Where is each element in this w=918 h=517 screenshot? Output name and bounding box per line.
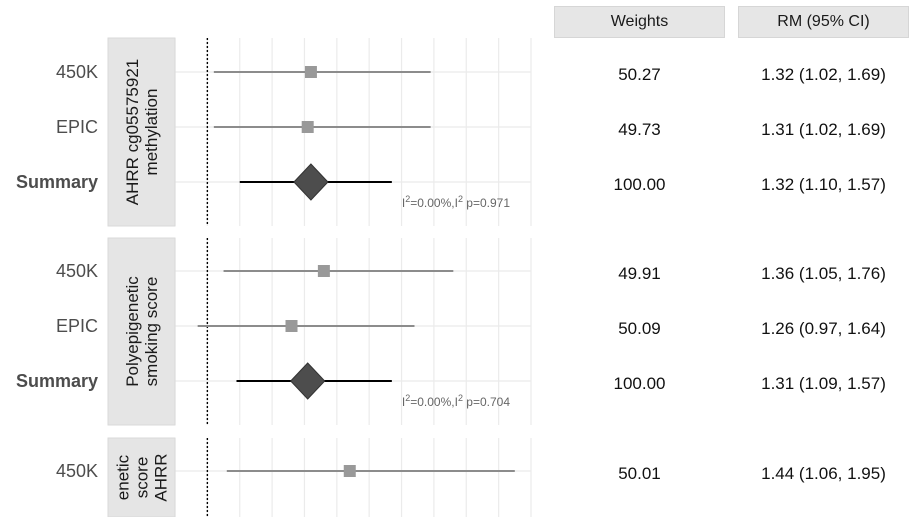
facet-strip-line: methylation [142,89,161,176]
facet-strip [107,237,176,426]
rm-value: 1.31 (1.02, 1.69) [761,120,886,139]
point-estimate [317,265,330,277]
facet-strip-line: enetic [114,454,133,500]
facet-strip-line: AHRR [152,453,171,501]
het-p-value: p=0.704 [463,395,510,409]
rm-value: 1.32 (1.10, 1.57) [761,175,886,194]
weight-value: 100.00 [613,374,666,393]
het-i-letter: I [402,196,405,210]
facet-strip-label: eneticscoreAHRR [114,453,171,501]
het-superscript: 2 [405,393,410,403]
facet-strip [107,37,176,227]
facet-strip-label: AHRR cg05575921methylation [123,59,161,205]
het-superscript: 2 [405,194,410,204]
het-p-value: p=0.971 [463,196,510,210]
rm-value: 1.32 (1.02, 1.69) [761,65,886,84]
point-estimate [304,66,317,78]
weights-column-header: Weights [554,6,725,38]
row-label: 450K [55,261,98,281]
rm-column-header: RM (95% CI) [738,6,909,38]
het-superscript: 2 [458,393,463,403]
het-superscript: 2 [458,194,463,204]
rm-value: 1.31 (1.09, 1.57) [761,374,886,393]
point-estimate [301,121,314,133]
weight-value: 49.91 [618,264,661,283]
facet-strip-line: smoking score [142,277,161,387]
rm-value: 1.44 (1.06, 1.95) [761,464,886,483]
point-estimate [343,465,356,477]
row-label: EPIC [55,117,98,137]
row-label: Summary [15,371,98,391]
heterogeneity-annotation: I2=0.00%,I2 p=0.704 [402,393,510,409]
rm-value: 1.26 (0.97, 1.64) [761,319,886,338]
row-label: 450K [55,62,98,82]
weight-value: 49.73 [618,120,661,139]
point-estimate [285,320,298,332]
het-value: =0.00%,I [410,196,458,210]
summary-diamond [290,362,326,400]
het-i-letter: I [402,395,405,409]
facet-strip-line: score [133,457,152,499]
facet-strip [107,437,176,517]
summary-diamond [293,163,329,201]
row-label: EPIC [55,316,98,336]
het-value: =0.00%,I [410,395,458,409]
weight-value: 50.09 [618,319,661,338]
weight-value: 50.01 [618,464,661,483]
facet-strip-line: AHRR cg05575921 [123,59,142,205]
facet-panel: eneticscoreAHRR [107,437,532,517]
facet-strip-label: Polyepigeneticsmoking score [123,276,161,387]
row-label: Summary [15,172,98,192]
heterogeneity-annotation: I2=0.00%,I2 p=0.971 [402,194,510,210]
weight-value: 50.27 [618,65,661,84]
rm-value: 1.36 (1.05, 1.76) [761,264,886,283]
facet-strip-line: Polyepigenetic [123,276,142,387]
row-label: 450K [55,461,98,481]
weight-value: 100.00 [613,175,666,194]
